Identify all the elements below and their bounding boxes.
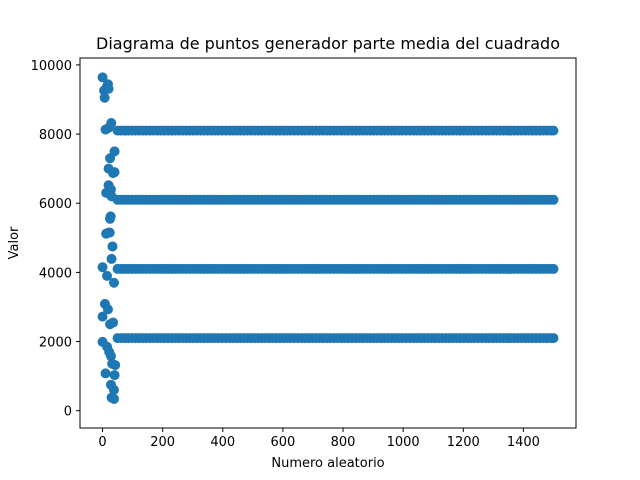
data-point [106, 118, 117, 129]
data-point [109, 370, 120, 381]
data-point [108, 277, 119, 288]
x-tick-label: 1200 [447, 435, 480, 450]
x-tick-label: 1000 [387, 435, 420, 450]
x-tick-label: 0 [98, 435, 106, 450]
data-point [548, 263, 559, 274]
y-tick-label: 2000 [39, 336, 72, 351]
data-point [105, 351, 116, 362]
plot-area [80, 58, 576, 428]
data-point [97, 262, 108, 273]
chart-title: Diagrama de puntos generador parte media… [96, 34, 560, 53]
data-point [106, 253, 117, 264]
plot-frame [79, 57, 577, 429]
data-point [101, 228, 112, 239]
y-tick-label: 6000 [39, 197, 72, 212]
data-point [103, 83, 114, 94]
x-tick-label: 400 [210, 435, 235, 450]
data-point [105, 153, 116, 164]
data-point [105, 213, 116, 224]
data-point [107, 241, 118, 252]
y-axis-label: Valor [7, 226, 22, 259]
data-point [97, 72, 108, 83]
data-point [102, 270, 113, 281]
x-axis-ticks: 0 200 400 600 800 1000 1200 1400 [98, 428, 540, 450]
data-point [108, 393, 119, 404]
x-tick-label: 1400 [507, 435, 540, 450]
data-point [110, 360, 121, 371]
data-point [99, 92, 110, 103]
data-point [109, 167, 120, 178]
y-tick-label: 10000 [31, 59, 72, 74]
data-point [97, 311, 108, 322]
data-point [108, 317, 119, 328]
data-point [548, 194, 559, 205]
data-point [548, 333, 559, 344]
data-points [97, 72, 559, 404]
x-tick-label: 600 [270, 435, 295, 450]
data-point [108, 384, 119, 395]
data-point [100, 368, 111, 379]
y-tick-label: 4000 [39, 266, 72, 281]
x-axis-label: Numero aleatorio [271, 456, 384, 471]
y-tick-label: 8000 [39, 128, 72, 143]
y-axis-ticks: 0 2000 4000 6000 8000 10000 [31, 59, 80, 420]
data-point [102, 304, 113, 315]
data-point [548, 125, 559, 136]
y-tick-label: 0 [64, 405, 72, 420]
x-tick-label: 800 [331, 435, 356, 450]
x-tick-label: 200 [150, 435, 175, 450]
